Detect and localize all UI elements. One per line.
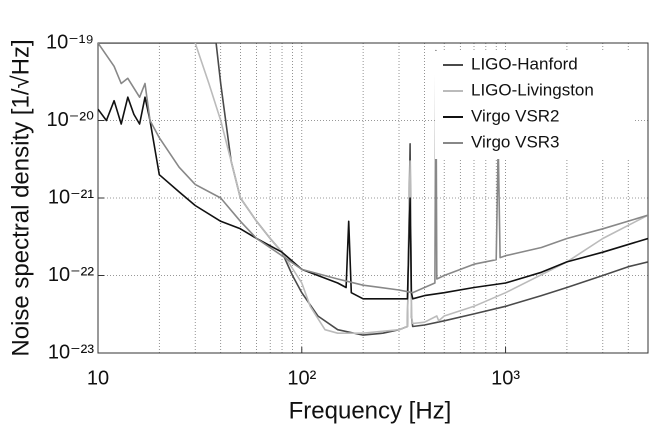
legend-label: Virgo VSR2	[471, 106, 560, 125]
legend-box	[435, 51, 635, 159]
x-axis-label: Frequency [Hz]	[289, 397, 452, 424]
series-line	[98, 43, 648, 294]
legend-label: LIGO-Hanford	[471, 54, 578, 73]
legend-label: Virgo VSR3	[471, 132, 560, 151]
y-tick-label: 10⁻²³	[48, 341, 94, 363]
series-line	[194, 43, 648, 334]
plot-area	[98, 43, 648, 336]
y-axis-label: Noise spectral density [1/√Hz]	[7, 39, 34, 356]
series-line	[98, 43, 648, 336]
y-tick-label: 10⁻²²	[48, 264, 94, 286]
y-tick-label: 10⁻²¹	[48, 186, 94, 208]
legend-label: LIGO-Livingston	[471, 80, 594, 99]
series-line	[98, 96, 648, 300]
x-tick-label: 10	[87, 367, 109, 389]
y-tick-label: 10⁻²⁰	[47, 109, 94, 131]
x-tick-label: 10²	[287, 367, 316, 389]
plot-frame	[97, 42, 649, 354]
x-tick-label: 10³	[491, 367, 520, 389]
y-tick-label: 10⁻¹⁹	[46, 31, 94, 53]
